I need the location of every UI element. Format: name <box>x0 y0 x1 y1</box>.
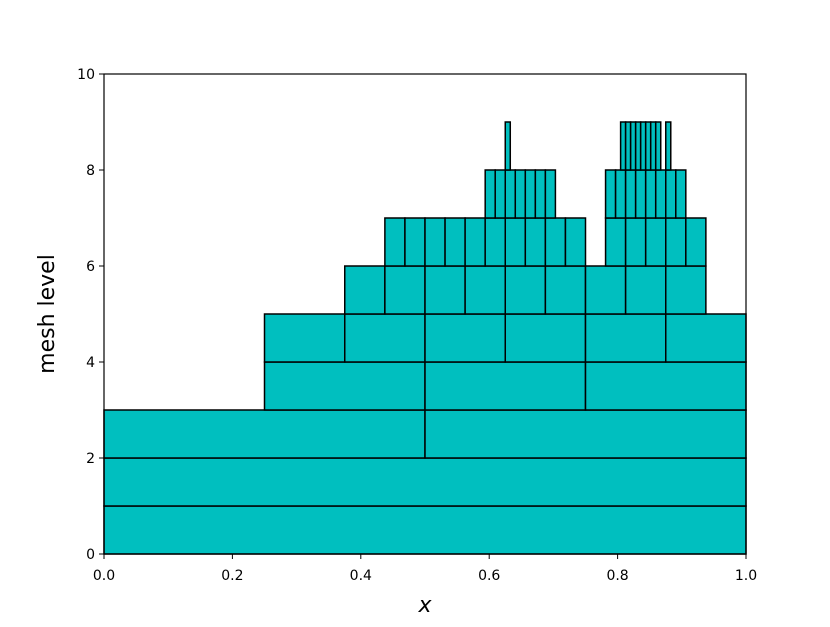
mesh-cell <box>103 505 747 555</box>
mesh-cell <box>494 169 506 219</box>
mesh-cell <box>624 121 632 171</box>
x-axis-label: x <box>417 593 432 618</box>
mesh-cell <box>624 265 667 315</box>
mesh-cell <box>604 217 627 267</box>
mesh-cell <box>524 169 537 219</box>
mesh-cell <box>344 265 386 315</box>
mesh-cell <box>424 217 446 267</box>
mesh-cell <box>675 169 687 219</box>
y-tick-label: 4 <box>86 355 95 371</box>
mesh-cell <box>504 265 547 315</box>
mesh-cell <box>424 361 587 411</box>
mesh-cell <box>504 121 512 171</box>
mesh-cell <box>424 313 506 363</box>
mesh-cell <box>404 217 426 267</box>
mesh-cell <box>103 457 747 507</box>
mesh-cell <box>634 169 647 219</box>
mesh-cell <box>544 217 567 267</box>
mesh-cell <box>649 121 657 171</box>
mesh-cell <box>484 169 496 219</box>
mesh-cell <box>504 169 517 219</box>
y-tick-label: 2 <box>86 451 95 467</box>
mesh-cell <box>424 409 747 459</box>
mesh-cell <box>644 121 652 171</box>
y-tick-label: 0 <box>86 547 95 563</box>
mesh-cell <box>344 313 426 363</box>
mesh-cell <box>654 121 662 171</box>
mesh-cell <box>103 409 426 459</box>
mesh-cell <box>584 265 627 315</box>
mesh-cell <box>665 217 687 267</box>
mesh-cell <box>544 265 587 315</box>
y-axis-label: mesh level <box>35 254 60 374</box>
y-tick-label: 8 <box>86 163 95 179</box>
mesh-cell <box>564 217 587 267</box>
x-tick-label: 0.0 <box>93 568 115 584</box>
y-tick-label: 6 <box>86 259 95 275</box>
x-tick-label: 0.4 <box>350 568 372 584</box>
mesh-cell <box>624 169 637 219</box>
x-tick-label: 0.8 <box>606 568 628 584</box>
mesh-cell <box>665 169 677 219</box>
mesh-cell <box>665 265 707 315</box>
mesh-cell <box>685 217 707 267</box>
mesh-cell <box>464 217 486 267</box>
mesh-cell <box>504 313 587 363</box>
mesh-cell <box>444 217 466 267</box>
mesh-cell <box>263 361 426 411</box>
mesh-cell <box>464 265 506 315</box>
mesh-cell <box>629 121 637 171</box>
mesh-cell <box>384 265 426 315</box>
mesh-cell <box>584 313 667 363</box>
mesh-cell <box>424 265 466 315</box>
mesh-cell <box>384 217 406 267</box>
mesh-cell <box>644 169 657 219</box>
mesh-cell <box>584 361 747 411</box>
mesh-cell <box>619 121 627 171</box>
x-tick-label: 0.2 <box>221 568 243 584</box>
mesh-cell <box>644 217 667 267</box>
mesh-cell <box>514 169 527 219</box>
x-tick-label: 0.6 <box>478 568 500 584</box>
mesh-cell <box>524 217 547 267</box>
mesh-cell <box>639 121 647 171</box>
mesh-cell <box>544 169 557 219</box>
mesh-cell <box>665 313 747 363</box>
mesh-cell <box>634 121 642 171</box>
mesh-cell <box>534 169 547 219</box>
mesh-cell <box>614 169 627 219</box>
y-tick-label: 10 <box>77 67 95 83</box>
x-tick-label: 1.0 <box>735 568 757 584</box>
mesh-cell <box>504 217 527 267</box>
mesh-cell <box>484 217 506 267</box>
mesh-cell <box>263 313 346 363</box>
mesh-cell <box>654 169 667 219</box>
mesh-cell <box>624 217 647 267</box>
mesh-cell <box>604 169 617 219</box>
mesh-cell <box>665 121 672 171</box>
axes-frame <box>103 73 747 555</box>
